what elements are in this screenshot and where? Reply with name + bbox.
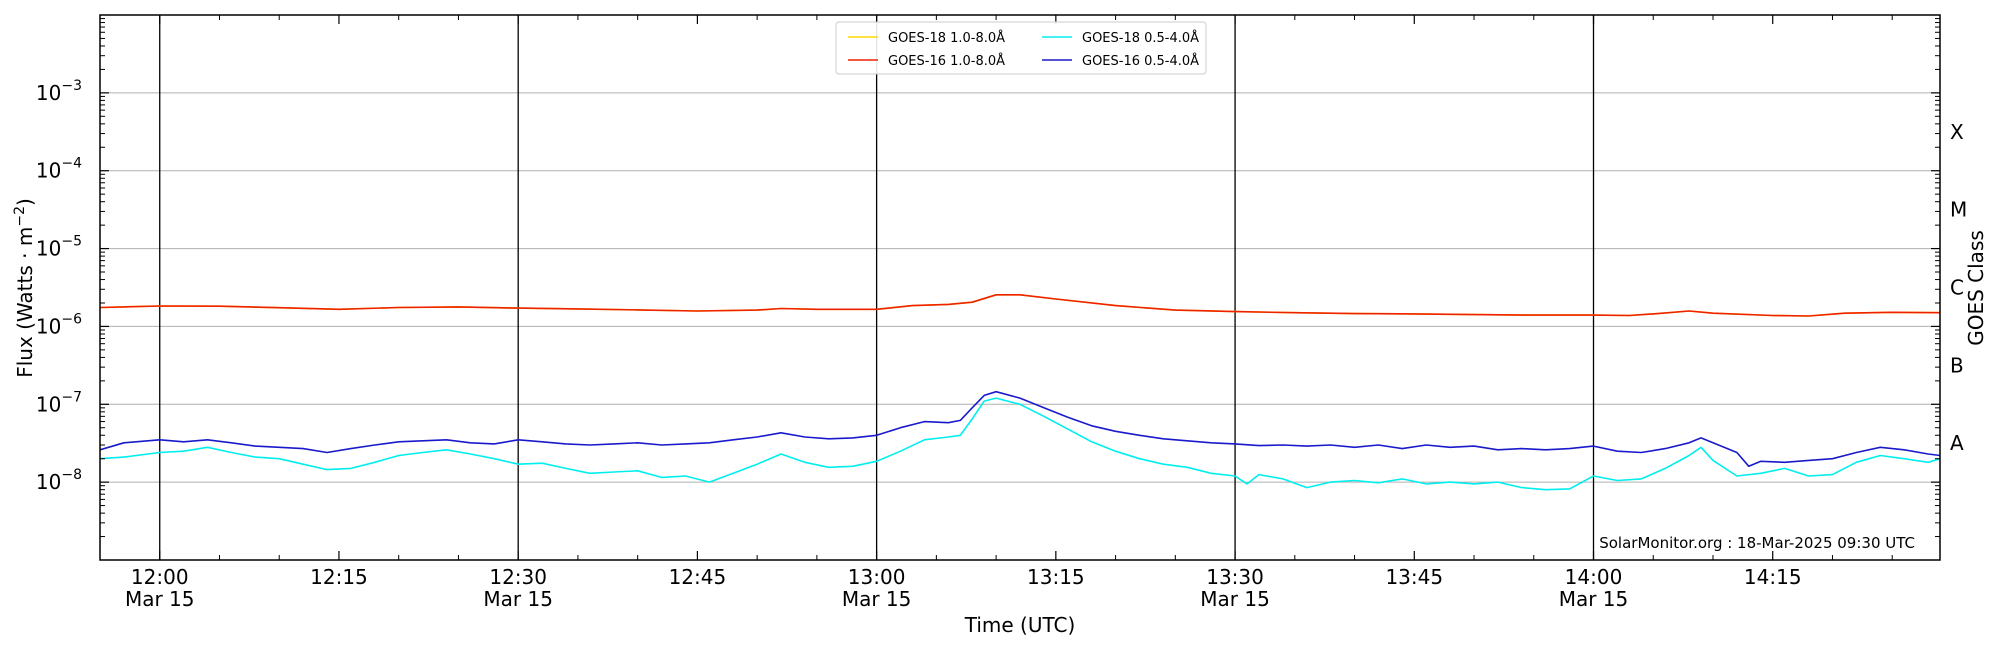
y-tick-base: 10 — [36, 159, 61, 183]
y-tick-label: 10−7 — [36, 389, 82, 416]
y-axis-title-sup: −2 — [12, 206, 28, 227]
y-tick-base: 10 — [36, 392, 61, 416]
goes-class-label: A — [1950, 431, 1964, 455]
y-tick-base: 10 — [36, 237, 61, 261]
y-axis-title: Flux (Watts · m−2) — [12, 198, 37, 378]
x-tick-date: Mar 15 — [125, 587, 195, 611]
legend-label: GOES-16 1.0-8.0Å — [888, 53, 1005, 69]
y2-axis-title: GOES Class — [1964, 230, 1988, 346]
series-layer — [99, 293, 1941, 491]
y-tick-exponent: −3 — [61, 78, 82, 94]
y-tick-label: 10−6 — [36, 311, 82, 338]
series-line — [99, 397, 1941, 491]
x-tick-label: 12:00 — [131, 565, 189, 589]
x-tick-label: 12:30 — [489, 565, 547, 589]
y-tick-exponent: −8 — [61, 467, 82, 483]
x-tick-label: 13:30 — [1206, 565, 1264, 589]
credit-text: SolarMonitor.org : 18-Mar-2025 09:30 UTC — [1599, 534, 1915, 552]
x-tick-label: 12:15 — [310, 565, 368, 589]
x-tick-label: 14:00 — [1565, 565, 1623, 589]
y-axis-title-main: Flux (Watts · m — [13, 227, 37, 378]
y-tick-base: 10 — [36, 81, 61, 105]
y-tick-label: 10−3 — [36, 78, 82, 105]
y-tick-label: 10−8 — [36, 467, 82, 494]
y-tick-exponent: −4 — [61, 156, 82, 172]
x-tick-label: 13:15 — [1027, 565, 1085, 589]
y-axis-title-close: ) — [13, 198, 37, 206]
legend-label: GOES-18 0.5-4.0Å — [1082, 30, 1199, 46]
y-tick-exponent: −6 — [61, 311, 82, 327]
x-tick-label: 14:15 — [1744, 565, 1802, 589]
y-tick-label: 10−4 — [36, 156, 82, 183]
goes-class-label: C — [1950, 276, 1964, 300]
x-tick-label: 12:45 — [669, 565, 727, 589]
x-tick-date: Mar 15 — [842, 587, 912, 611]
vertical-marker-layer — [159, 15, 1595, 560]
x-axis-title: Time (UTC) — [964, 613, 1076, 637]
y-tick-labels: 10−810−710−610−510−410−3 — [36, 78, 82, 494]
y-tick-label: 10−5 — [36, 234, 82, 261]
x-tick-label: 13:45 — [1385, 565, 1443, 589]
goes-class-labels: A B C M X — [1950, 120, 1967, 455]
legend-label: GOES-18 1.0-8.0Å — [888, 30, 1005, 46]
plot-frame — [99, 14, 1941, 561]
goes-class-label: B — [1950, 353, 1964, 377]
legend-box — [835, 21, 1207, 75]
legend-items: GOES-18 1.0-8.0Å GOES-16 1.0-8.0Å GOES-18 … — [848, 30, 1199, 69]
x-tick-date: Mar 15 — [1200, 587, 1270, 611]
x-tick-label: 13:00 — [848, 565, 906, 589]
series-line — [99, 390, 1941, 468]
y-tick-exponent: −7 — [61, 389, 82, 405]
x-tick-date: Mar 15 — [1559, 587, 1629, 611]
goes-class-label: M — [1950, 198, 1967, 222]
tick-layer — [99, 15, 1940, 560]
legend-label: GOES-16 0.5-4.0Å — [1082, 53, 1199, 69]
goes-class-label: X — [1950, 120, 1964, 144]
x-tick-date: Mar 15 — [483, 587, 553, 611]
legend: GOES-18 1.0-8.0Å GOES-16 1.0-8.0Å GOES-18 … — [835, 21, 1207, 75]
series-line — [99, 293, 1941, 317]
grid-layer — [100, 92, 1940, 483]
y-tick-exponent: −5 — [61, 234, 82, 250]
y-tick-base: 10 — [36, 470, 61, 494]
y-tick-base: 10 — [36, 314, 61, 338]
plot-background — [100, 15, 1940, 560]
